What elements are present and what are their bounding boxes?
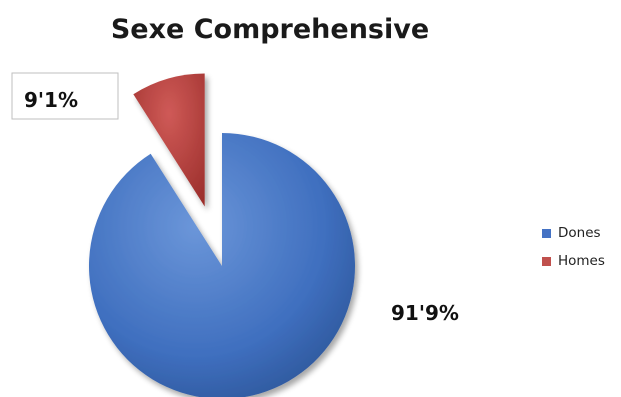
data-label-dones: 91'9% — [391, 301, 459, 325]
chart-title: Sexe Comprehensive — [110, 14, 430, 45]
legend-label-homes: Homes — [558, 253, 605, 269]
legend-item-dones: Dones — [542, 219, 605, 247]
legend-swatch-homes — [542, 256, 551, 266]
legend-swatch-dones — [542, 228, 551, 238]
legend-item-homes: Homes — [542, 247, 605, 275]
legend: Dones Homes — [542, 219, 605, 275]
data-label-homes: 9'1% — [24, 88, 78, 112]
pie-slice-dones — [89, 133, 356, 397]
data-label-box-homes — [11, 72, 119, 120]
pie-slice-homes — [133, 73, 205, 207]
legend-label-dones: Dones — [558, 225, 601, 241]
slices-layer — [89, 73, 356, 397]
